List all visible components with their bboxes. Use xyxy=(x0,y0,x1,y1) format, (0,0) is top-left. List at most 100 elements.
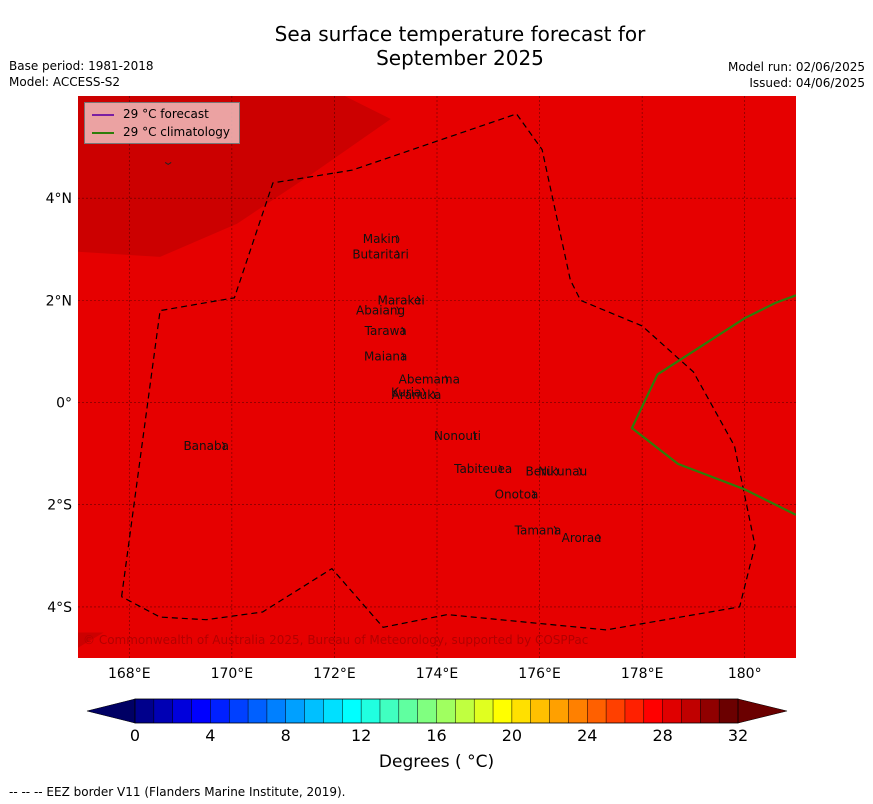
model-name: Model: ACCESS-S2 xyxy=(9,75,121,89)
atoll-outline xyxy=(401,326,405,336)
island-label: Nikunau xyxy=(538,465,587,479)
lat-tick-label: 4°N xyxy=(46,191,72,207)
lon-tick-label: 176°E xyxy=(518,666,561,682)
colorbar-swatch xyxy=(285,699,305,723)
eez-footnote: -- -- -- EEZ border V11 (Flanders Marine… xyxy=(9,785,346,799)
atoll-outline xyxy=(396,234,400,244)
colorbar-swatch xyxy=(342,699,362,723)
island-label: Aranuka xyxy=(392,388,442,402)
title-line-1: Sea surface temperature forecast for xyxy=(274,22,646,46)
colorbar-tick-label: 28 xyxy=(652,726,672,745)
colorbar-under-arrow xyxy=(86,698,136,724)
colorbar-swatch xyxy=(436,699,456,723)
title-line-2: September 2025 xyxy=(376,46,544,70)
atoll-outline xyxy=(578,467,582,476)
climatology-line-swatch xyxy=(92,132,114,134)
colorbar-swatch xyxy=(511,699,532,723)
colorbar-over-arrow xyxy=(737,698,788,724)
atoll-outline xyxy=(553,525,557,535)
base-period: Base period: 1981-2018 xyxy=(9,59,154,73)
colorbar-swatch xyxy=(417,699,437,723)
colorbar-swatch xyxy=(398,699,419,723)
model-run-date: Model run: 02/06/2025 xyxy=(727,60,865,74)
atoll-outline xyxy=(416,296,420,305)
island-label: Maiana xyxy=(364,350,407,364)
legend-climatology-label: 29 °C climatology xyxy=(123,125,231,139)
atoll-outline xyxy=(498,464,502,474)
atoll-outline xyxy=(473,431,477,441)
lon-tick-label: 180° xyxy=(728,666,762,682)
lat-tick-label: 2°S xyxy=(47,498,72,514)
lon-tick-label: 168°E xyxy=(108,666,151,682)
atoll-outline xyxy=(396,306,400,315)
island-label: Onotoa xyxy=(495,488,539,502)
sst-fill-30-31-south xyxy=(78,632,104,648)
colorbar-swatch xyxy=(361,699,381,723)
copyright-notice: © Commonwealth of Australia 2025, Bureau… xyxy=(83,633,588,647)
island-label: Abaiang xyxy=(356,304,405,318)
colorbar-label: Degrees ( °C) xyxy=(378,752,495,772)
colorbar-swatch xyxy=(700,699,720,723)
colorbar-swatch xyxy=(568,699,588,723)
colorbar-swatch xyxy=(606,699,626,723)
colorbar-tick-label: 16 xyxy=(426,726,446,745)
colorbar-frame xyxy=(134,698,739,724)
map-title: Sea surface temperature forecast for Sep… xyxy=(180,22,740,70)
colorbar-swatch xyxy=(248,699,268,723)
colorbar-tick-label: 4 xyxy=(205,726,215,745)
colorbar-tick-label: 32 xyxy=(728,726,748,745)
atoll-outline xyxy=(444,375,449,384)
colorbar-swatch xyxy=(153,699,174,723)
lon-tick-label: 174°E xyxy=(416,666,459,682)
colorbar-swatch xyxy=(210,699,230,723)
colorbar-swatch xyxy=(493,699,513,723)
atoll-outline xyxy=(396,250,400,259)
colorbar-swatch xyxy=(587,699,607,723)
colorbar-swatch xyxy=(643,699,664,723)
island-label: Marakei xyxy=(377,293,424,307)
lon-tick-label: 172°E xyxy=(313,666,356,682)
colorbar-swatch xyxy=(681,699,701,723)
atoll-mark xyxy=(164,162,172,166)
island-label: Makin xyxy=(363,232,399,246)
colorbar-swatch xyxy=(323,699,343,723)
colorbar-swatch xyxy=(135,699,155,723)
colorbar-tick-label: 24 xyxy=(577,726,597,745)
lat-tick-label: 0° xyxy=(56,396,72,412)
atoll-outline xyxy=(597,533,601,543)
colorbar-swatch xyxy=(474,699,494,723)
island-label: Tarawa xyxy=(364,324,407,338)
colorbar-tick-label: 20 xyxy=(502,726,522,745)
atoll-outline xyxy=(555,467,559,476)
island-label: Arorae xyxy=(562,531,602,545)
colorbar-swatch xyxy=(229,699,249,723)
climatology-29c-contour xyxy=(630,294,796,516)
atoll-outline xyxy=(532,490,536,499)
island-label: Banaba xyxy=(183,439,229,453)
atoll-outline xyxy=(221,441,225,451)
issued-date: Issued: 04/06/2025 xyxy=(749,76,865,90)
lat-tick-label: 2°N xyxy=(46,293,72,309)
colorbar-swatch xyxy=(549,699,569,723)
colorbar-tick-label: 0 xyxy=(130,726,140,745)
colorbar-swatch xyxy=(172,699,192,723)
island-label: Kuria xyxy=(391,385,422,399)
forecast-line-swatch xyxy=(92,114,114,116)
island-label: Tamana xyxy=(514,523,562,537)
eez-border xyxy=(121,113,756,631)
colorbar-swatch xyxy=(662,699,682,723)
island-label: Abemama xyxy=(399,373,460,387)
colorbar: 0 4 8 12 16 20 24 28 32 xyxy=(86,698,788,745)
atoll-outline xyxy=(421,387,425,397)
colorbar-swatch xyxy=(719,699,739,723)
colorbar-swatch xyxy=(624,699,645,723)
island-label: Beru xyxy=(525,465,553,479)
colorbar-swatch xyxy=(455,699,475,723)
atoll-outline xyxy=(432,390,436,400)
lat-tick-label: 4°S xyxy=(47,600,72,616)
legend-forecast-label: 29 °C forecast xyxy=(123,107,209,121)
atoll-outline xyxy=(401,352,405,361)
